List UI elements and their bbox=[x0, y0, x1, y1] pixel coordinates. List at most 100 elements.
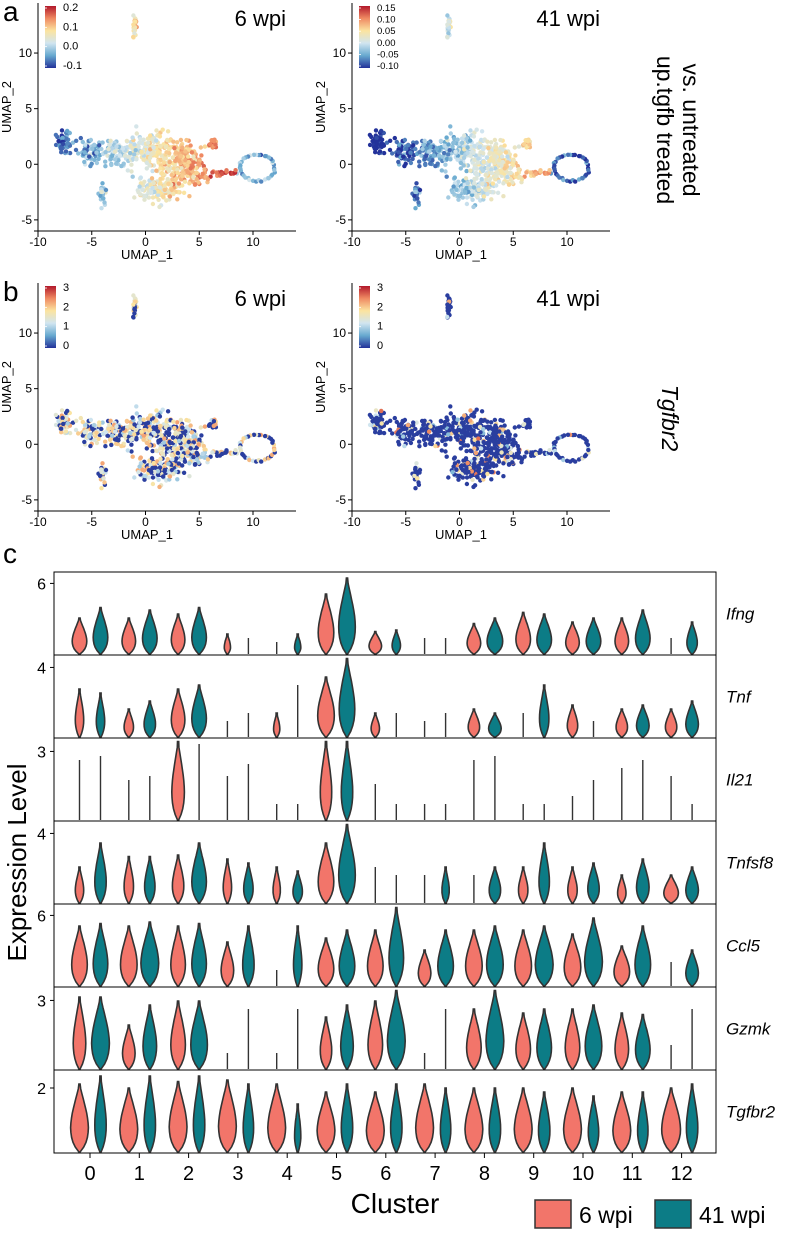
violin-6wpi-cluster-2 bbox=[170, 688, 186, 738]
umap-cell-point bbox=[189, 430, 195, 435]
umap-cell-point bbox=[56, 138, 61, 144]
violin-y-label: Expression Level bbox=[2, 764, 32, 962]
umap-cell-point bbox=[131, 22, 136, 27]
violin-41wpi-cluster-12 bbox=[684, 866, 700, 904]
violin-6wpi-cluster-6 bbox=[366, 929, 384, 987]
umap-cell-point bbox=[103, 159, 108, 164]
umap-cell-point bbox=[82, 439, 87, 445]
umap-cell-point bbox=[61, 141, 66, 147]
umap-cell-point bbox=[132, 311, 137, 316]
umap-cell-point bbox=[175, 447, 180, 452]
umap-cell-point bbox=[91, 143, 97, 148]
row-label-a-line2: vs. untreated bbox=[678, 64, 704, 197]
umap-cell-point bbox=[457, 193, 462, 199]
umap-cell-point bbox=[175, 197, 180, 202]
cluster-tick-label: 0 bbox=[84, 1163, 95, 1185]
umap-cell-point bbox=[367, 422, 373, 428]
umap-cell-point bbox=[90, 426, 95, 431]
umap-cell-point bbox=[150, 475, 156, 480]
umap-cell-point bbox=[94, 150, 99, 155]
umap-cell-point bbox=[467, 185, 472, 191]
umap-cell-point bbox=[465, 430, 470, 436]
umap-cell-point bbox=[233, 168, 238, 173]
umap-cell-point bbox=[92, 437, 97, 443]
violin-6wpi-cluster-2 bbox=[169, 1000, 187, 1070]
umap-cell-point bbox=[158, 157, 163, 162]
umap-cell-point bbox=[430, 438, 435, 443]
violin-6wpi-cluster-11 bbox=[614, 1012, 630, 1070]
legend-swatch-41wpi bbox=[654, 1199, 692, 1229]
umap-cell-point bbox=[129, 442, 134, 447]
umap-cell-point bbox=[470, 197, 475, 202]
umap-cell-point bbox=[224, 449, 229, 454]
umap-cell-point bbox=[495, 190, 501, 195]
umap-cell-point bbox=[373, 430, 378, 435]
umap-cell-point bbox=[150, 195, 156, 200]
umap-y-tick-label: 5 bbox=[339, 102, 346, 116]
umap-cell-point bbox=[186, 434, 191, 439]
umap-cell-point bbox=[152, 189, 157, 195]
umap-cell-point bbox=[481, 439, 486, 445]
umap-cell-point bbox=[169, 467, 175, 473]
umap-cell-point bbox=[170, 177, 175, 182]
umap-cell-point bbox=[501, 461, 506, 466]
umap-cell-point bbox=[454, 187, 459, 192]
cluster-tick-label: 9 bbox=[528, 1163, 539, 1185]
umap-cell-point bbox=[180, 463, 185, 468]
violin-x-label: Cluster bbox=[351, 1188, 440, 1219]
umap-cell-point bbox=[497, 158, 502, 163]
umap-cell-point bbox=[442, 143, 447, 148]
umap-cell-point bbox=[251, 432, 257, 437]
umap-cell-point bbox=[147, 155, 153, 160]
violin-6wpi-cluster-5 bbox=[317, 593, 335, 655]
umap-cell-point bbox=[94, 430, 99, 435]
umap-cell-point bbox=[374, 135, 379, 141]
umap-cell-point bbox=[175, 170, 181, 176]
umap-cell-point bbox=[158, 446, 163, 451]
umap-cell-point bbox=[157, 134, 163, 139]
umap-cell-point bbox=[485, 446, 491, 451]
umap-cell-point bbox=[63, 136, 69, 141]
violin-6wpi-cluster-1 bbox=[119, 925, 138, 987]
umap-cell-point bbox=[415, 476, 420, 481]
umap-cell-point bbox=[459, 140, 465, 145]
umap-cell-point bbox=[474, 407, 479, 412]
umap-cell-point bbox=[208, 422, 213, 427]
umap-cell-point bbox=[443, 162, 448, 167]
umap-cell-point bbox=[415, 196, 420, 201]
umap-cell-point bbox=[375, 421, 380, 427]
umap-cell-point bbox=[468, 128, 473, 133]
umap-cell-point bbox=[87, 154, 92, 159]
umap-cell-point bbox=[130, 415, 135, 420]
violin-6wpi-cluster-9 bbox=[513, 1087, 533, 1153]
umap-cell-point bbox=[471, 185, 477, 190]
umap-cell-point bbox=[500, 154, 505, 159]
umap-cell-point bbox=[384, 420, 390, 425]
umap-cell-point bbox=[99, 189, 104, 195]
umap-cell-point bbox=[103, 187, 109, 193]
umap-cell-point bbox=[186, 154, 191, 159]
umap-cell-point bbox=[169, 452, 174, 458]
violin-41wpi-cluster-0 bbox=[92, 922, 109, 987]
umap-cell-point bbox=[485, 191, 490, 197]
umap-x-tick-label: 0 bbox=[142, 235, 149, 249]
umap-cell-point bbox=[194, 450, 199, 456]
umap-cell-point bbox=[180, 425, 185, 430]
umap-cell-point bbox=[150, 448, 155, 454]
umap-cell-point bbox=[180, 183, 185, 188]
umap-cell-point bbox=[272, 447, 277, 453]
umap-cell-point bbox=[63, 429, 69, 434]
umap-cell-point bbox=[155, 469, 160, 474]
umap-cell-point bbox=[474, 474, 480, 479]
umap-cell-point bbox=[138, 181, 144, 186]
violin-6wpi-cluster-10 bbox=[566, 866, 579, 904]
umap-cell-point bbox=[494, 173, 499, 179]
umap-cell-point bbox=[501, 194, 506, 199]
umap-cell-point bbox=[433, 163, 438, 169]
umap-cell-point bbox=[452, 416, 457, 421]
umap-cell-point bbox=[88, 137, 94, 143]
umap-cell-point bbox=[411, 143, 416, 148]
umap-cell-point bbox=[457, 473, 462, 479]
umap-cell-point bbox=[136, 424, 141, 429]
umap-cell-point bbox=[472, 166, 477, 171]
